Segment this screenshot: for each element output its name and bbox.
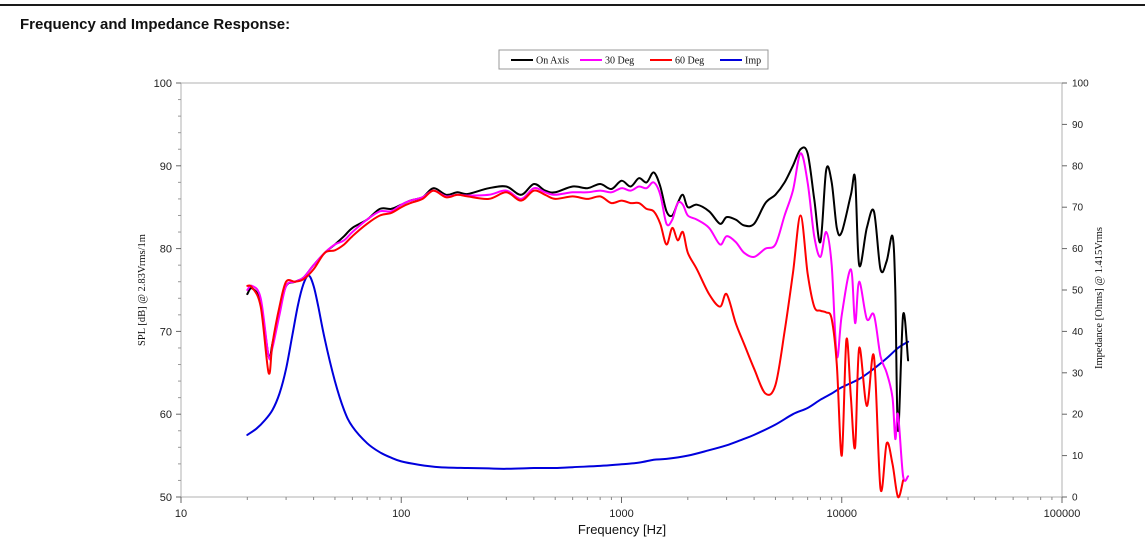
y2-tick-label: 60 bbox=[1072, 244, 1084, 255]
x-axis-label: Frequency [Hz] bbox=[578, 522, 666, 537]
y-tick-label: 70 bbox=[160, 326, 172, 338]
x-tick-label: 100 bbox=[392, 508, 410, 520]
y2-tick-label: 70 bbox=[1072, 203, 1084, 214]
y2-tick-label: 40 bbox=[1072, 327, 1084, 338]
y2-tick-label: 80 bbox=[1072, 161, 1084, 172]
legend-label-on-axis: On Axis bbox=[536, 56, 569, 67]
y-tick-label: 80 bbox=[160, 244, 172, 256]
y2-axis-label: Impedance [Ohms] @ 1.415Vrms bbox=[1094, 227, 1105, 369]
page-title: Frequency and Impedance Response: bbox=[20, 16, 291, 33]
legend-label-30-deg: 30 Deg bbox=[605, 56, 634, 67]
series-line-on-axis bbox=[246, 146, 910, 432]
y2-tick-label: 30 bbox=[1072, 368, 1084, 379]
x-tick-label: 10000 bbox=[826, 508, 857, 520]
x-tick-label: 1000 bbox=[609, 508, 633, 520]
y2-tick-label: 50 bbox=[1072, 286, 1084, 297]
y2-tick-label: 100 bbox=[1072, 79, 1089, 90]
series-line-imp bbox=[246, 274, 910, 470]
series-line-30-deg bbox=[246, 152, 910, 482]
y2-tick-label: 20 bbox=[1072, 410, 1084, 421]
y-axis-label: SPL [dB] @ 2.83Vrms/1m bbox=[137, 234, 148, 346]
plot-area bbox=[180, 82, 1063, 498]
y-tick-label: 90 bbox=[160, 161, 172, 173]
x-tick-label: 100000 bbox=[1044, 508, 1081, 520]
y2-tick-label: 0 bbox=[1072, 493, 1078, 504]
y2-tick-label: 10 bbox=[1072, 451, 1084, 462]
x-tick-label: 10 bbox=[175, 508, 187, 520]
y-tick-label: 100 bbox=[154, 78, 172, 90]
top-divider bbox=[0, 4, 1145, 6]
y2-tick-label: 90 bbox=[1072, 120, 1084, 131]
series-line-60-deg bbox=[246, 189, 905, 499]
legend-label-imp: Imp bbox=[745, 56, 761, 67]
legend bbox=[498, 49, 769, 70]
y-tick-label: 60 bbox=[160, 409, 172, 421]
legend-label-60-deg: 60 Deg bbox=[675, 56, 704, 67]
y-tick-label: 50 bbox=[160, 492, 172, 504]
